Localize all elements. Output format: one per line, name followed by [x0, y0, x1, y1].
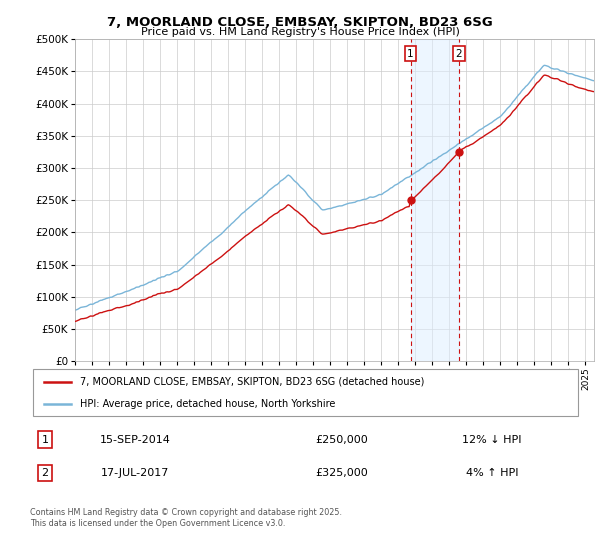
Text: Price paid vs. HM Land Registry's House Price Index (HPI): Price paid vs. HM Land Registry's House …: [140, 27, 460, 37]
Text: 1: 1: [407, 49, 414, 59]
Text: £250,000: £250,000: [316, 435, 368, 445]
Text: 2: 2: [455, 49, 462, 59]
Bar: [410, 39, 459, 361]
Text: 15-SEP-2014: 15-SEP-2014: [100, 435, 170, 445]
Text: Contains HM Land Registry data © Crown copyright and database right 2025.
This d: Contains HM Land Registry data © Crown c…: [30, 508, 342, 528]
Text: 17-JUL-2017: 17-JUL-2017: [101, 468, 169, 478]
Text: HPI: Average price, detached house, North Yorkshire: HPI: Average price, detached house, Nort…: [80, 399, 335, 409]
Text: 1: 1: [41, 435, 49, 445]
FancyBboxPatch shape: [33, 370, 578, 416]
Text: 7, MOORLAND CLOSE, EMBSAY, SKIPTON, BD23 6SG: 7, MOORLAND CLOSE, EMBSAY, SKIPTON, BD23…: [107, 16, 493, 29]
Text: 12% ↓ HPI: 12% ↓ HPI: [462, 435, 522, 445]
Text: 4% ↑ HPI: 4% ↑ HPI: [466, 468, 518, 478]
Text: 2: 2: [41, 468, 49, 478]
Text: £325,000: £325,000: [316, 468, 368, 478]
Text: 7, MOORLAND CLOSE, EMBSAY, SKIPTON, BD23 6SG (detached house): 7, MOORLAND CLOSE, EMBSAY, SKIPTON, BD23…: [80, 377, 424, 387]
